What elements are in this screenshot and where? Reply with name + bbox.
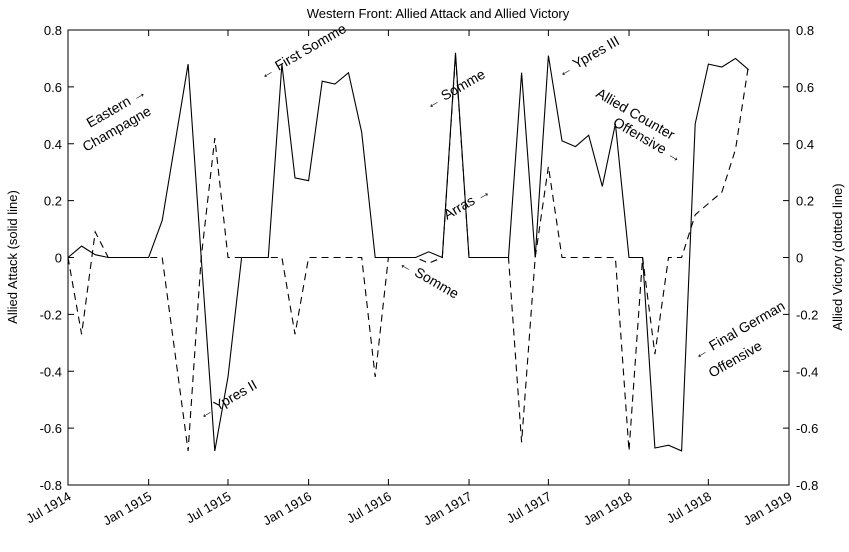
series-line-allied-attack xyxy=(67,52,750,452)
y-axis-right: -0.8 -0.6 -0.4 -0.2 0 0.2 0.4 0.6 0.8 xyxy=(783,23,818,493)
y-axis-left-title: Allied Attack (solid line) xyxy=(5,190,20,324)
y-right-tick-label: 0.8 xyxy=(796,23,814,38)
x-tick-label: Jul 1916 xyxy=(344,489,394,527)
y-axis-right-title: Allied Victory (dotted line) xyxy=(830,183,845,330)
x-tick-label: Jul 1914 xyxy=(23,489,73,527)
y-right-tick-label: 0 xyxy=(796,251,803,266)
series-line-allied-victory xyxy=(67,55,750,451)
x-tick-label: Jan 1919 xyxy=(741,489,795,529)
series-layer xyxy=(67,52,750,452)
y-left-tick-label: 0.6 xyxy=(44,80,62,95)
x-tick-label: Jul 1917 xyxy=(504,489,554,527)
annotation-ypres-iii: ← Ypres III xyxy=(555,32,623,80)
y-left-tick-label: -0.8 xyxy=(40,478,62,493)
y-axis-left: -0.8 -0.6 -0.4 -0.2 0 0.2 0.4 0.6 0.8 xyxy=(40,23,74,493)
y-left-tick-label: 0.8 xyxy=(44,23,62,38)
y-left-tick-label: 0 xyxy=(55,251,62,266)
y-left-tick-label: 0.2 xyxy=(44,194,62,209)
y-right-tick-label: 0.4 xyxy=(796,137,814,152)
y-left-tick-label: -0.6 xyxy=(40,421,62,436)
x-tick-label: Jan 1916 xyxy=(260,489,314,529)
annotation-somme-bottom: ← Somme xyxy=(397,255,462,302)
y-left-tick-label: -0.4 xyxy=(40,364,62,379)
chart-title: Western Front: Allied Attack and Allied … xyxy=(307,6,570,21)
x-tick-label: Jan 1915 xyxy=(100,489,154,529)
annotation-first-somme: ← First Somme xyxy=(257,20,349,83)
y-right-tick-label: 0.6 xyxy=(796,80,814,95)
y-right-tick-label: 0.2 xyxy=(796,194,814,209)
x-axis: Jul 1914 Jan 1915 Jul 1915 Jan 1916 Jul 1916… xyxy=(23,30,795,529)
y-right-tick-label: -0.4 xyxy=(796,364,818,379)
x-tick-label: Jul 1915 xyxy=(183,489,233,527)
x-tick-label: Jan 1917 xyxy=(421,489,475,529)
y-right-tick-label: -0.2 xyxy=(796,307,818,322)
annotation-somme-top: ← Somme xyxy=(423,66,488,113)
y-right-tick-label: -0.8 xyxy=(796,478,818,493)
y-left-tick-label: -0.2 xyxy=(40,307,62,322)
annotation-ypres-ii: ← Ypres II xyxy=(196,376,260,422)
y-right-tick-label: -0.6 xyxy=(796,421,818,436)
x-tick-label: Jul 1918 xyxy=(664,489,714,527)
y-left-tick-label: 0.4 xyxy=(44,137,62,152)
x-tick-label: Jan 1918 xyxy=(581,489,635,529)
